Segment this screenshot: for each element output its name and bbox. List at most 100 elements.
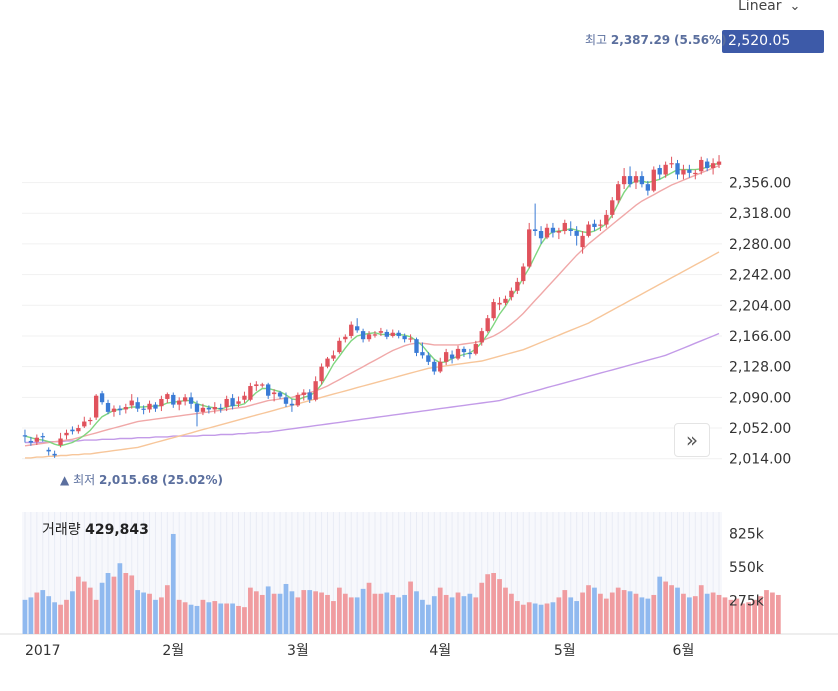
candle-body[interactable]	[313, 381, 318, 400]
candle-body[interactable]	[515, 281, 520, 291]
candle-body[interactable]	[230, 398, 235, 407]
candle-body[interactable]	[645, 184, 651, 191]
volume-bar[interactable]	[467, 593, 473, 634]
candle-body[interactable]	[200, 407, 206, 412]
volume-bar[interactable]	[408, 581, 413, 634]
candle-body[interactable]	[236, 401, 241, 404]
volume-bar[interactable]	[105, 573, 111, 634]
volume-bar[interactable]	[449, 597, 455, 634]
volume-bar[interactable]	[81, 581, 87, 634]
candle-body[interactable]	[135, 402, 140, 409]
volume-bar[interactable]	[633, 593, 639, 634]
candle-body[interactable]	[182, 397, 188, 402]
volume-bar[interactable]	[770, 592, 775, 634]
volume-bar[interactable]	[176, 599, 182, 634]
candle-body[interactable]	[337, 340, 342, 353]
volume-bar[interactable]	[360, 588, 366, 634]
scale-dropdown[interactable]: Linear ⌄	[738, 0, 800, 18]
volume-bar[interactable]	[295, 597, 301, 634]
volume-bar[interactable]	[70, 591, 75, 634]
candle-body[interactable]	[88, 419, 93, 422]
volume-bar[interactable]	[366, 582, 372, 634]
volume-bar[interactable]	[123, 573, 129, 634]
candle-body[interactable]	[159, 398, 164, 407]
candle-body[interactable]	[663, 164, 668, 175]
candle-body[interactable]	[639, 176, 645, 185]
candle-body[interactable]	[52, 453, 57, 456]
volume-bar[interactable]	[698, 585, 704, 634]
volume-bar[interactable]	[283, 583, 289, 634]
candle-body[interactable]	[28, 440, 34, 443]
volume-bar[interactable]	[420, 599, 425, 634]
volume-bar[interactable]	[319, 592, 324, 634]
volume-bar[interactable]	[242, 607, 247, 634]
candle-body[interactable]	[99, 393, 105, 403]
candle-body[interactable]	[307, 392, 312, 400]
candle-body[interactable]	[693, 172, 698, 175]
volume-bar[interactable]	[728, 599, 734, 634]
volume-bar[interactable]	[621, 590, 627, 634]
volume-bar[interactable]	[550, 602, 556, 634]
volume-bar[interactable]	[645, 598, 651, 634]
volume-bar[interactable]	[325, 594, 330, 634]
volume-bar[interactable]	[758, 596, 763, 634]
volume-bar[interactable]	[390, 594, 396, 634]
candle-body[interactable]	[669, 163, 674, 165]
candle-body[interactable]	[461, 348, 467, 353]
candle-body[interactable]	[497, 302, 502, 305]
volume-bar[interactable]	[443, 594, 449, 634]
candle-body[interactable]	[390, 332, 395, 336]
candle-body[interactable]	[627, 176, 633, 185]
candle-body[interactable]	[527, 229, 532, 267]
volume-bar[interactable]	[627, 591, 633, 634]
candle-body[interactable]	[212, 407, 217, 410]
candle-body[interactable]	[467, 352, 473, 355]
candle-body[interactable]	[343, 336, 348, 340]
volume-bar[interactable]	[574, 601, 580, 634]
volume-bar[interactable]	[384, 592, 390, 634]
volume-bar[interactable]	[259, 594, 265, 634]
volume-bar[interactable]	[164, 585, 170, 634]
candle-body[interactable]	[568, 229, 573, 232]
candle-body[interactable]	[604, 214, 609, 225]
candle-body[interactable]	[521, 266, 526, 282]
volume-bar[interactable]	[556, 597, 562, 634]
candle-body[interactable]	[58, 438, 63, 445]
volume-bar[interactable]	[28, 597, 34, 634]
volume-bar[interactable]	[182, 602, 188, 634]
volume-bars[interactable]	[22, 533, 781, 634]
candle-body[interactable]	[538, 231, 544, 239]
volume-bar[interactable]	[40, 590, 46, 634]
volume-bar[interactable]	[170, 533, 176, 634]
candle-body[interactable]	[248, 386, 253, 400]
volume-bar[interactable]	[615, 587, 621, 634]
candlestick-series[interactable]	[22, 155, 722, 458]
volume-bar[interactable]	[586, 585, 591, 634]
volume-bar[interactable]	[692, 596, 698, 634]
candle-body[interactable]	[366, 334, 372, 340]
candle-body[interactable]	[485, 318, 490, 332]
volume-bar[interactable]	[64, 599, 69, 634]
volume-bar[interactable]	[609, 592, 615, 634]
candle-body[interactable]	[443, 352, 449, 362]
candle-body[interactable]	[260, 384, 265, 386]
volume-bar[interactable]	[147, 593, 152, 634]
candle-body[interactable]	[360, 331, 366, 340]
volume-bar[interactable]	[764, 590, 769, 634]
candle-body[interactable]	[105, 402, 111, 412]
candle-body[interactable]	[177, 400, 182, 405]
volume-bar[interactable]	[75, 576, 81, 634]
candle-body[interactable]	[171, 394, 176, 405]
volume-bar[interactable]	[568, 597, 574, 634]
volume-bar[interactable]	[491, 573, 496, 634]
candle-body[interactable]	[34, 437, 39, 442]
volume-bar[interactable]	[200, 599, 206, 634]
volume-bar[interactable]	[337, 587, 342, 634]
volume-bar[interactable]	[485, 574, 491, 634]
candle-body[interactable]	[396, 332, 401, 336]
volume-bar[interactable]	[437, 587, 443, 634]
volume-bar[interactable]	[141, 592, 146, 634]
volume-bar[interactable]	[354, 597, 360, 634]
candle-body[interactable]	[117, 408, 123, 411]
